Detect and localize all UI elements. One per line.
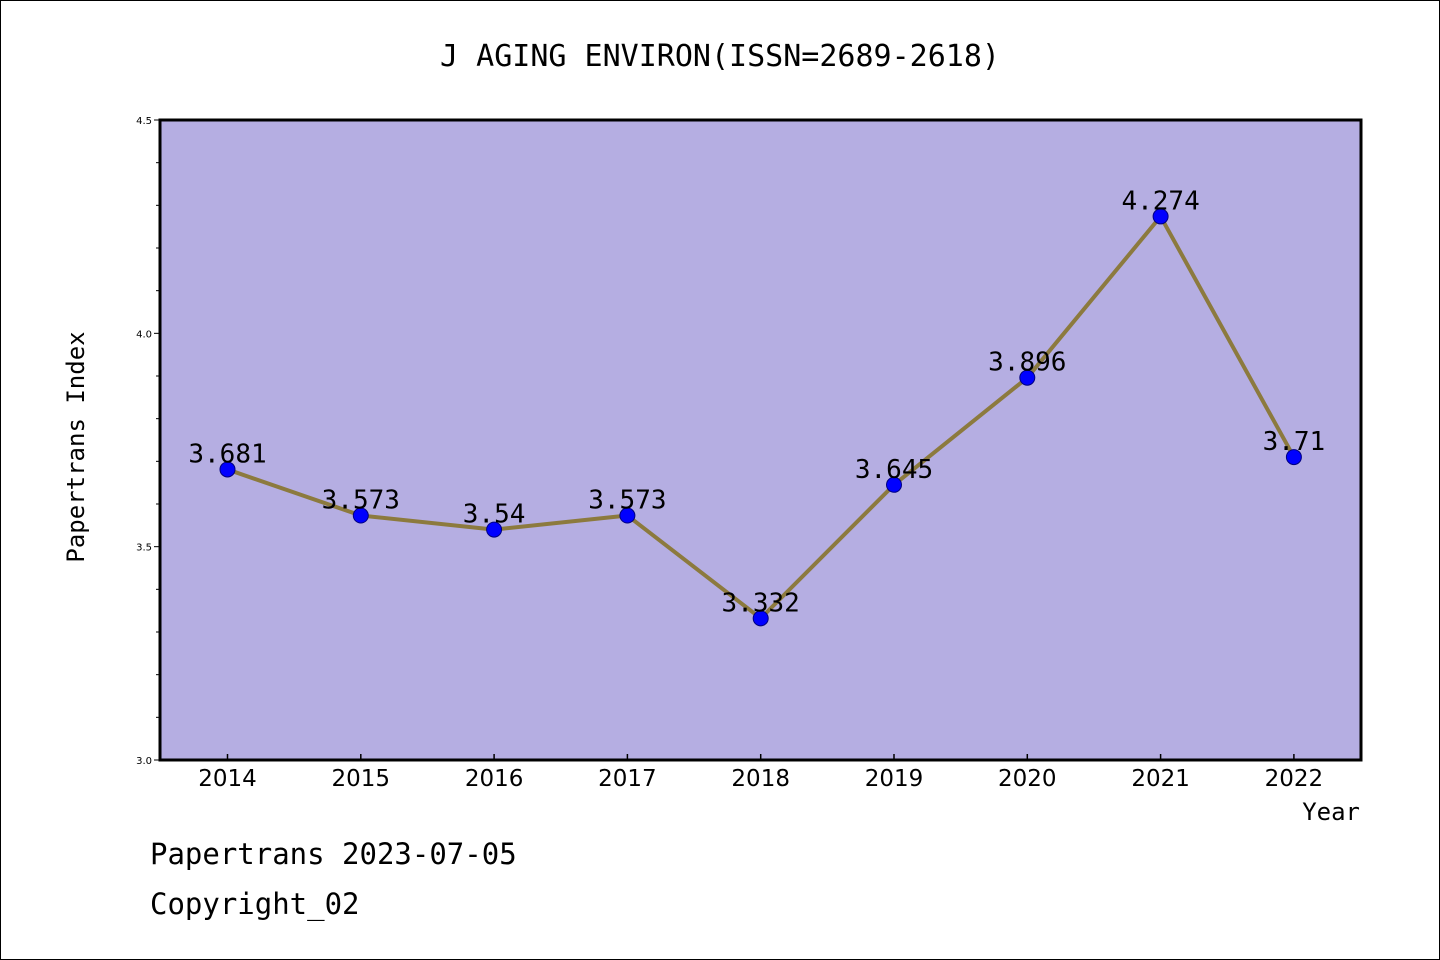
x-tick-label: 2021 bbox=[1131, 766, 1190, 792]
x-tick-label: 2022 bbox=[1265, 766, 1324, 792]
data-markers bbox=[219, 208, 1302, 627]
data-label: 3.71 bbox=[1263, 427, 1326, 457]
y-tick-label: 3.0 bbox=[136, 756, 152, 767]
x-axis-label: Year bbox=[1302, 798, 1360, 826]
y-axis-label: Papertrans Index bbox=[62, 331, 90, 562]
x-tick-label: 2017 bbox=[598, 766, 657, 792]
data-point bbox=[1019, 369, 1036, 386]
x-tick-label: 2020 bbox=[998, 766, 1057, 792]
x-tick-label: 2014 bbox=[198, 766, 257, 792]
data-label: 3.573 bbox=[322, 486, 400, 516]
data-label: 3.681 bbox=[188, 439, 266, 469]
data-label: 3.54 bbox=[463, 500, 526, 530]
y-tick-label: 3.5 bbox=[136, 543, 152, 554]
data-label: 3.332 bbox=[722, 588, 800, 618]
footer-copyright: Copyright_02 bbox=[150, 887, 360, 922]
data-point bbox=[619, 507, 636, 524]
x-tick-label: 2018 bbox=[731, 766, 790, 792]
x-tick-label: 2016 bbox=[465, 766, 524, 792]
data-point bbox=[352, 507, 369, 524]
plot-area bbox=[158, 118, 1363, 762]
data-point bbox=[486, 521, 503, 538]
chart-title: J AGING ENVIRON(ISSN=2689-2618) bbox=[440, 39, 1000, 74]
data-point bbox=[1152, 208, 1169, 225]
y-axis: 3.0 3.5 4.0 4.5 bbox=[136, 116, 160, 767]
data-point bbox=[886, 476, 902, 493]
data-label: 3.645 bbox=[855, 455, 933, 485]
data-labels: 3.681 3.573 3.54 3.573 3.332 3.645 3.896 4.274 3… bbox=[188, 186, 1325, 618]
y-tick-label: 4.5 bbox=[136, 116, 152, 127]
footer-date: Papertrans 2023-07-05 bbox=[150, 837, 517, 871]
data-point bbox=[752, 610, 769, 627]
data-label: 3.573 bbox=[588, 486, 666, 516]
data-point bbox=[1285, 449, 1302, 466]
data-label: 4.274 bbox=[1121, 186, 1199, 216]
x-tick-label: 2019 bbox=[865, 766, 924, 792]
data-label: 3.896 bbox=[988, 348, 1066, 378]
x-tick-label: 2015 bbox=[332, 766, 391, 792]
x-axis: 2014 2015 2016 2017 2018 2019 2020 2021 2022 bbox=[198, 754, 1323, 792]
data-point bbox=[219, 461, 236, 478]
y-tick-label: 4.0 bbox=[136, 329, 152, 340]
